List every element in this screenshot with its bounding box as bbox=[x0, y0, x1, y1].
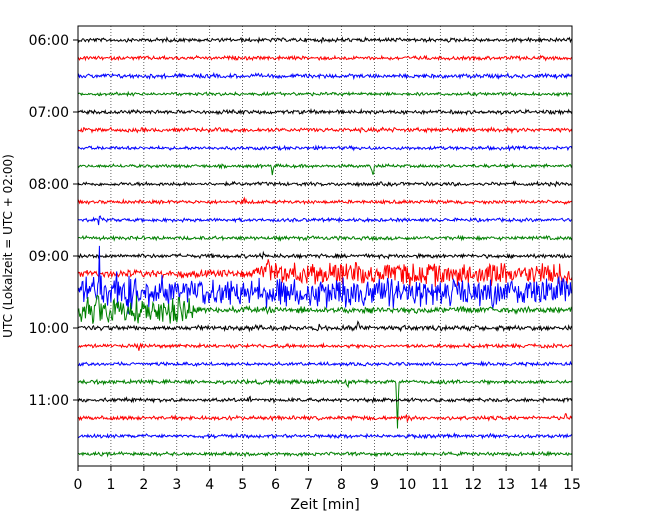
trace-0600 bbox=[77, 36, 573, 45]
trace-0845 bbox=[77, 234, 573, 242]
y-tick-label: 10:00 bbox=[29, 321, 69, 337]
x-tick-label: 0 bbox=[74, 477, 83, 493]
minute-grid bbox=[110, 26, 540, 466]
trace-1100 bbox=[77, 395, 573, 404]
x-tick-label: 14 bbox=[530, 477, 548, 493]
trace-1130 bbox=[77, 432, 573, 440]
x-tick-label: 4 bbox=[205, 477, 214, 493]
trace-0630 bbox=[77, 71, 573, 81]
trace-0745 bbox=[77, 162, 573, 176]
y-tick-label: 06:00 bbox=[29, 33, 69, 49]
trace-0915 bbox=[77, 259, 573, 287]
x-tick-label: 5 bbox=[238, 477, 247, 493]
seismic-traces bbox=[77, 36, 573, 458]
x-tick-label: 13 bbox=[497, 477, 515, 493]
trace-1145 bbox=[77, 450, 573, 458]
trace-0900 bbox=[77, 250, 573, 261]
x-tick-label: 3 bbox=[172, 477, 181, 493]
trace-0615 bbox=[77, 54, 573, 62]
plot-frame bbox=[77, 25, 573, 467]
trace-0645 bbox=[77, 90, 573, 98]
trace-1045 bbox=[77, 378, 573, 429]
x-tick-label: 10 bbox=[398, 477, 416, 493]
trace-0930 bbox=[77, 245, 573, 315]
y-tick-label: 07:00 bbox=[29, 105, 69, 121]
y-tick-label: 11:00 bbox=[29, 393, 69, 409]
trace-0715 bbox=[77, 125, 573, 135]
y-tick-label: 08:00 bbox=[29, 177, 69, 193]
x-axis-ticks: 0 1 2 3 4 5 6 7 8 9 10 11 12 13 14 15 bbox=[74, 466, 581, 493]
x-axis-label: Zeit [min] bbox=[290, 497, 359, 513]
trace-1115 bbox=[77, 413, 573, 423]
x-tick-label: 11 bbox=[431, 477, 449, 493]
x-tick-label: 2 bbox=[139, 477, 148, 493]
y-axis-ticks: 06:00 07:00 08:00 09:00 10:00 11:00 bbox=[29, 33, 78, 409]
x-tick-label: 15 bbox=[563, 477, 581, 493]
y-tick-label: 09:00 bbox=[29, 249, 69, 265]
x-tick-label: 8 bbox=[337, 477, 346, 493]
trace-0700 bbox=[77, 107, 573, 116]
y-axis-label: UTC (Lokalzeit = UTC + 02:00) bbox=[1, 154, 15, 338]
x-tick-label: 7 bbox=[304, 477, 313, 493]
trace-1030 bbox=[77, 360, 573, 368]
trace-0815 bbox=[77, 196, 573, 206]
trace-1000 bbox=[77, 320, 573, 333]
trace-0730 bbox=[77, 144, 573, 152]
x-tick-label: 9 bbox=[370, 477, 379, 493]
x-tick-label: 6 bbox=[271, 477, 280, 493]
x-tick-label: 1 bbox=[106, 477, 115, 493]
trace-0830 bbox=[77, 215, 573, 226]
x-tick-label: 12 bbox=[464, 477, 482, 493]
trace-1015 bbox=[77, 342, 573, 351]
trace-0800 bbox=[77, 180, 573, 188]
trace-0945 bbox=[77, 295, 573, 324]
